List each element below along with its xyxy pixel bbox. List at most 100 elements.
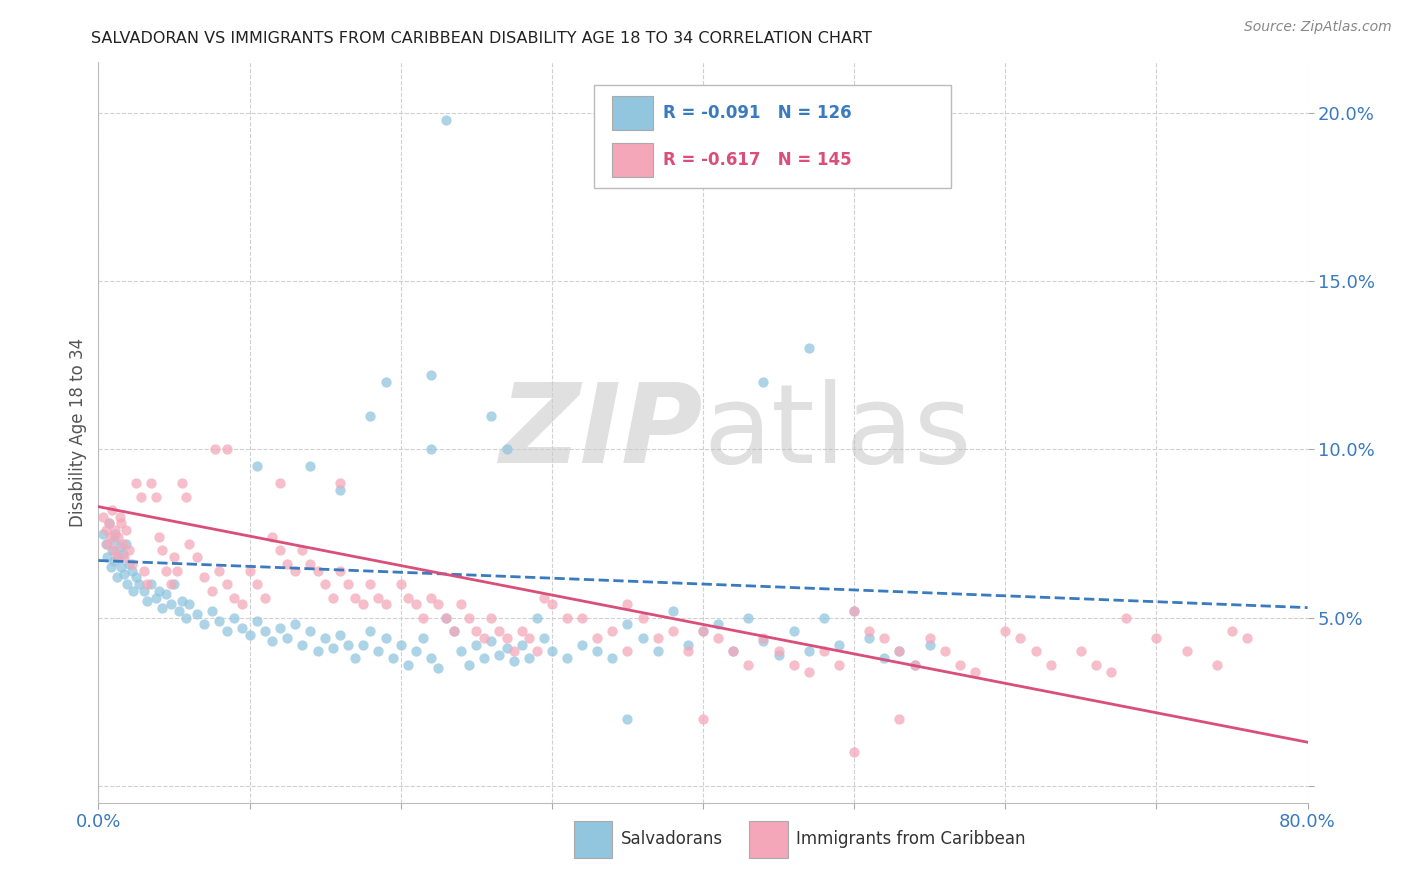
Point bbox=[1115, 610, 1137, 624]
Point bbox=[110, 560, 132, 574]
Point bbox=[114, 523, 136, 537]
Point bbox=[246, 577, 269, 591]
Point bbox=[367, 591, 389, 605]
Point bbox=[160, 577, 183, 591]
Point bbox=[121, 564, 143, 578]
Point bbox=[208, 614, 231, 628]
Point bbox=[517, 651, 540, 665]
Point bbox=[526, 610, 548, 624]
Point bbox=[105, 550, 128, 565]
Point bbox=[420, 591, 443, 605]
Point bbox=[1024, 644, 1046, 658]
Point bbox=[128, 577, 150, 591]
Point bbox=[231, 621, 253, 635]
Point bbox=[148, 583, 170, 598]
Point bbox=[434, 610, 457, 624]
Point bbox=[443, 624, 465, 639]
Point bbox=[1175, 644, 1198, 658]
Point bbox=[103, 533, 125, 548]
Point bbox=[707, 617, 730, 632]
Point bbox=[457, 610, 479, 624]
Point bbox=[389, 638, 412, 652]
Point bbox=[434, 112, 457, 127]
Point bbox=[443, 624, 465, 639]
Point bbox=[602, 651, 624, 665]
FancyBboxPatch shape bbox=[749, 822, 787, 857]
Point bbox=[215, 577, 238, 591]
Point bbox=[797, 644, 820, 658]
Point bbox=[873, 631, 896, 645]
Point bbox=[457, 657, 479, 672]
Point bbox=[873, 651, 896, 665]
Point bbox=[488, 648, 510, 662]
Point bbox=[495, 640, 517, 655]
Point bbox=[155, 564, 177, 578]
Point bbox=[1039, 657, 1062, 672]
Point bbox=[98, 516, 121, 531]
Point bbox=[994, 624, 1017, 639]
Point bbox=[647, 631, 669, 645]
Text: atlas: atlas bbox=[703, 379, 972, 486]
Point bbox=[1206, 657, 1229, 672]
Point bbox=[129, 490, 152, 504]
Point bbox=[135, 577, 157, 591]
Point bbox=[111, 536, 134, 550]
Point bbox=[495, 442, 517, 457]
Point bbox=[100, 530, 122, 544]
Point bbox=[813, 610, 835, 624]
Point bbox=[571, 638, 593, 652]
Point bbox=[540, 597, 562, 611]
Text: Source: ZipAtlas.com: Source: ZipAtlas.com bbox=[1244, 20, 1392, 34]
Point bbox=[510, 638, 533, 652]
Point bbox=[115, 577, 138, 591]
Point bbox=[533, 591, 555, 605]
Point bbox=[540, 644, 562, 658]
Point bbox=[396, 657, 419, 672]
FancyBboxPatch shape bbox=[613, 143, 654, 178]
Point bbox=[1070, 644, 1092, 658]
Point bbox=[465, 624, 488, 639]
Point bbox=[707, 631, 730, 645]
Point bbox=[427, 661, 450, 675]
Point bbox=[329, 564, 352, 578]
Point bbox=[661, 624, 683, 639]
Point bbox=[602, 624, 624, 639]
Point bbox=[314, 631, 336, 645]
Point bbox=[204, 442, 226, 457]
Point bbox=[631, 610, 654, 624]
Point bbox=[555, 651, 578, 665]
Point bbox=[329, 483, 352, 497]
Point bbox=[488, 624, 510, 639]
Point bbox=[420, 442, 443, 457]
Point bbox=[768, 648, 790, 662]
Text: ZIP: ZIP bbox=[499, 379, 703, 486]
Point bbox=[112, 566, 135, 581]
Point bbox=[1144, 631, 1167, 645]
Point bbox=[481, 610, 503, 624]
Point bbox=[510, 624, 533, 639]
Point bbox=[101, 543, 124, 558]
Point bbox=[163, 550, 186, 565]
Point bbox=[239, 564, 262, 578]
Point bbox=[114, 536, 136, 550]
Point bbox=[783, 624, 806, 639]
Point bbox=[465, 638, 488, 652]
Point bbox=[336, 577, 359, 591]
Point bbox=[150, 543, 173, 558]
Point bbox=[360, 624, 382, 639]
Point bbox=[813, 644, 835, 658]
Point bbox=[434, 610, 457, 624]
Point bbox=[284, 564, 307, 578]
Point bbox=[389, 577, 412, 591]
Point bbox=[427, 597, 450, 611]
Point bbox=[844, 745, 866, 759]
Point bbox=[307, 564, 329, 578]
Point bbox=[1220, 624, 1243, 639]
Point bbox=[122, 583, 145, 598]
Point bbox=[91, 526, 114, 541]
Point bbox=[481, 409, 503, 423]
Point bbox=[291, 543, 314, 558]
Point bbox=[239, 627, 262, 641]
Point bbox=[160, 597, 183, 611]
Point bbox=[420, 651, 443, 665]
